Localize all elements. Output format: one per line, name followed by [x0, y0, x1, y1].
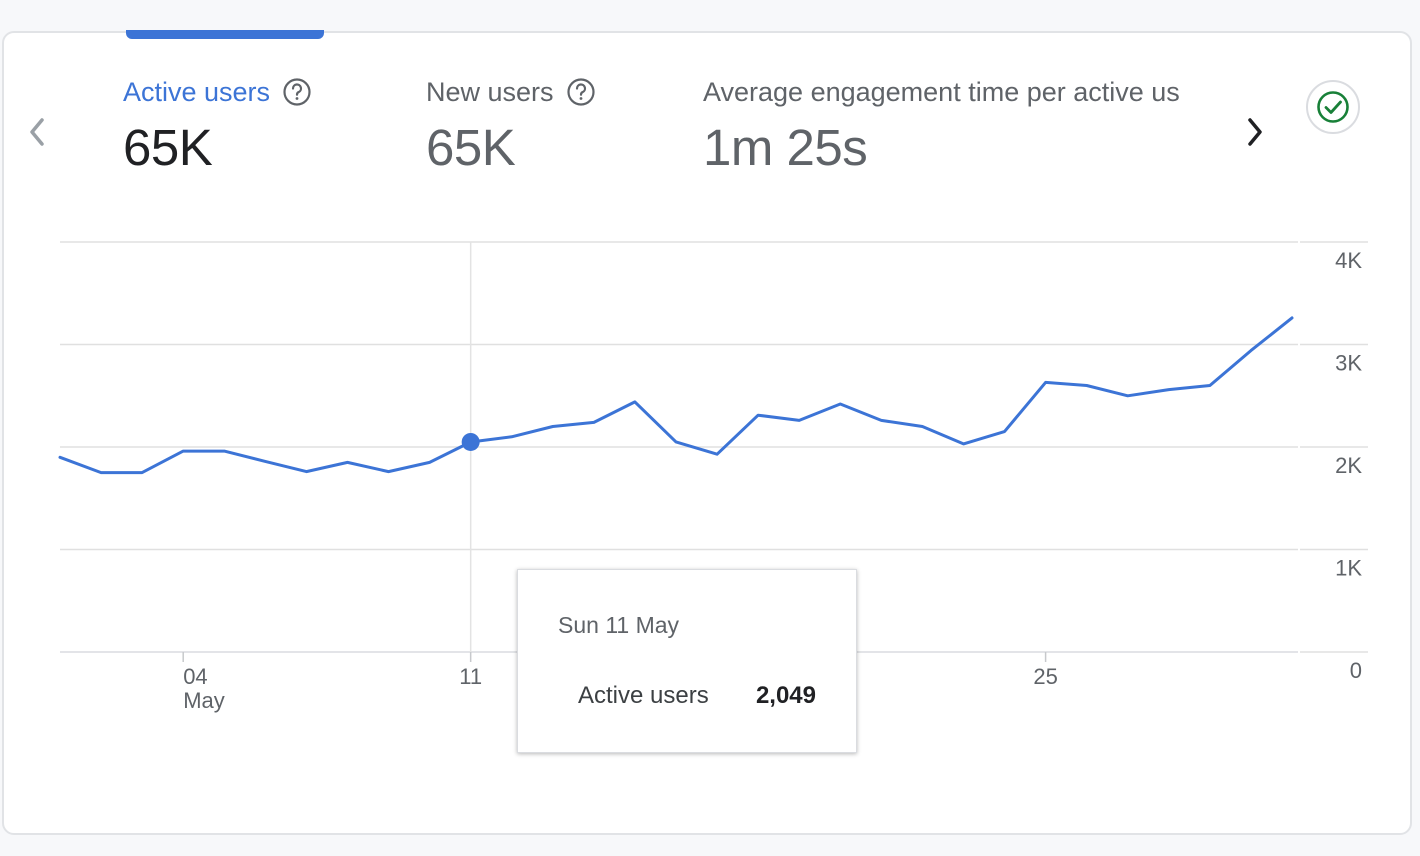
y-tick-label: 2K — [1335, 453, 1362, 478]
y-tick-label: 1K — [1335, 556, 1362, 581]
help-circle-icon[interactable] — [282, 77, 312, 107]
tooltip-metric-value: 2,049 — [755, 682, 816, 709]
help-circle-icon[interactable] — [566, 77, 596, 107]
x-tick-label: 25 — [1033, 664, 1057, 689]
y-tick-label: 0 — [1350, 658, 1362, 683]
metric-label: New users — [426, 76, 554, 107]
metric-label: Average engagement time per active us — [703, 76, 1180, 107]
x-tick-label: 04 — [183, 664, 207, 689]
y-tick-label: 4K — [1335, 248, 1362, 273]
next-metrics-button[interactable] — [1240, 112, 1270, 152]
chevron-right-icon — [1248, 118, 1262, 146]
data-quality-status-button[interactable] — [1306, 80, 1360, 134]
tooltip-date: Sun 11 May — [558, 612, 680, 638]
metric-value: 65K — [123, 119, 213, 176]
metric-label: Active users — [123, 76, 271, 107]
check-circle-icon — [1317, 91, 1349, 123]
x-tick-sublabel: May — [183, 688, 225, 713]
x-tick-label: 11 — [459, 664, 482, 689]
active-tab-indicator — [126, 30, 324, 39]
y-tick-label: 3K — [1335, 351, 1362, 376]
chart-tooltip: Sun 11 May Active users 2,049 — [517, 569, 857, 753]
chevron-left-icon — [30, 118, 44, 146]
tooltip-metric-label: Active users — [578, 682, 709, 709]
metric-value: 1m 25s — [703, 119, 868, 176]
prev-metrics-button[interactable] — [22, 112, 52, 152]
highlighted-data-point — [461, 432, 480, 451]
metric-tab-avg-engagement-time[interactable]: Average engagement time per active us 1m… — [703, 74, 1219, 177]
metric-tab-new-users[interactable]: New users 65K — [426, 74, 596, 177]
metric-value: 65K — [426, 119, 516, 176]
series-line-active-users — [58, 316, 1294, 475]
metric-tab-active-users[interactable]: Active users 65K — [123, 74, 312, 177]
